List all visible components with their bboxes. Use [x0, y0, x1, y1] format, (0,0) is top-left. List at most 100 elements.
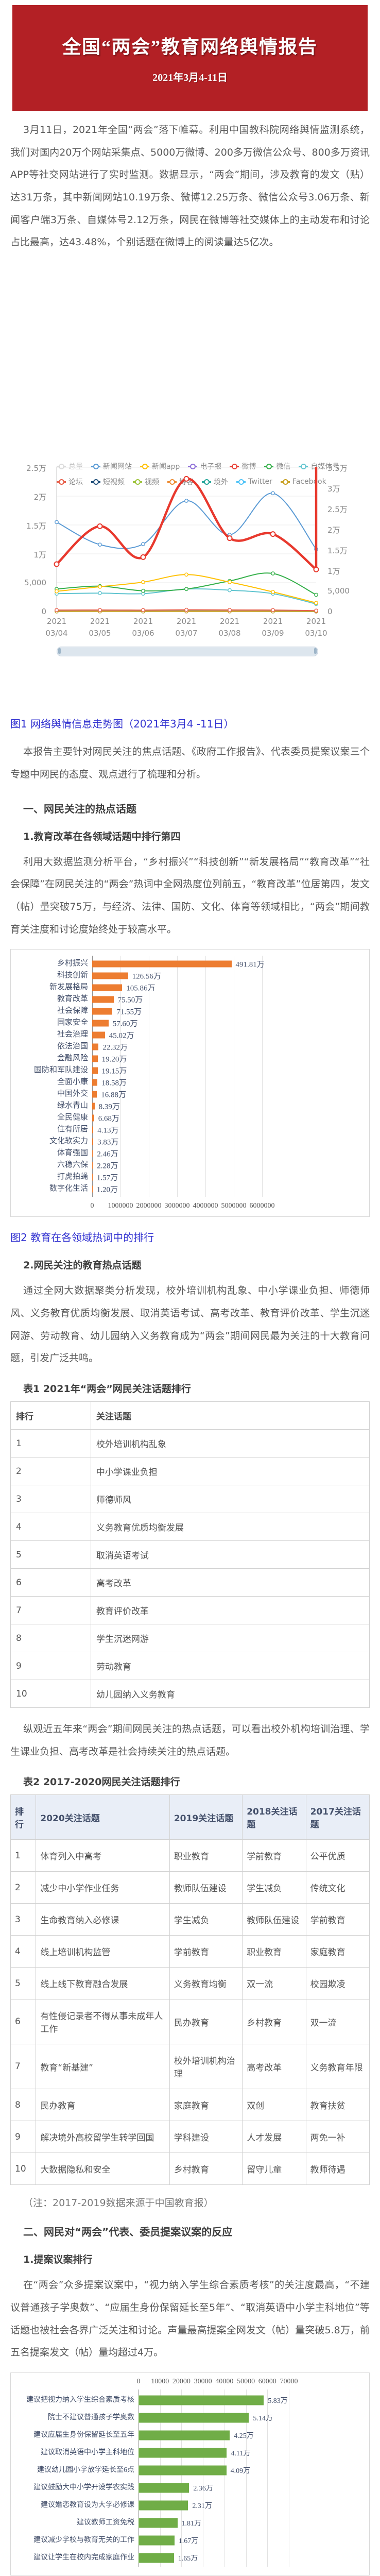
legend-item-新闻网站[interactable]: 新闻网站: [91, 461, 132, 471]
gridline: [224, 2389, 225, 2567]
x-axis-date-label: 2021 03/08: [218, 617, 241, 638]
bar-row: 全面小康 18.58万: [17, 1076, 363, 1088]
legend-item-境外[interactable]: 境外: [202, 477, 228, 487]
bar-category-label: 全面小康: [57, 1078, 88, 1087]
axis-tick-label: 3000000: [164, 1202, 190, 1210]
legend-marker-icon: [299, 464, 308, 470]
table-cell: 乡村教育: [169, 2153, 243, 2185]
bar: [139, 2535, 175, 2546]
data-point: [314, 608, 318, 613]
legend-marker-icon: [202, 479, 211, 485]
slider-handle-left[interactable]: [58, 648, 61, 654]
bar-category-label: 住有所居: [57, 1125, 88, 1134]
bar-track: 16.88万: [92, 1088, 363, 1100]
gridline: [181, 2389, 182, 2567]
bar-row: 国家安全 57.60万: [17, 1017, 363, 1029]
bar-track: 57.60万: [92, 1017, 363, 1029]
bar-track: 2.46万: [92, 1147, 363, 1159]
bar: [139, 2500, 188, 2511]
bar-category-label: 社会治理: [57, 1030, 88, 1039]
bar-category-label: 乡村振兴: [57, 959, 88, 968]
bar-row: 建议减少学校与教育无关的工作 1.67万: [17, 2532, 363, 2549]
bar: [92, 1174, 93, 1181]
legend-item-自媒体号[interactable]: 自媒体号: [299, 461, 339, 471]
legend-label: 电子报: [200, 463, 222, 471]
bar-row: 建议幼儿园小学放学延长至6点 4.09万: [17, 2462, 363, 2479]
bar-value-label: 5.14万: [253, 2415, 273, 2423]
legend-item-微博[interactable]: 微博: [230, 461, 256, 471]
axis-tick-label: 70000: [280, 2378, 298, 2386]
table-cell: 7: [10, 1596, 91, 1624]
x-zoom-slider[interactable]: [57, 647, 318, 657]
bar-value-label: 3.83万: [97, 1138, 119, 1147]
legend-item-视频[interactable]: 视频: [133, 477, 159, 487]
x-axis-date-label: 2021 03/04: [45, 617, 68, 638]
bar-category-label: 建议婚恋教育设为大学必修课: [41, 2501, 134, 2510]
bar: [92, 1020, 109, 1027]
bar-category-label: 依法治国: [57, 1042, 88, 1051]
legend-label: 短视频: [103, 478, 125, 487]
bar-track: 1.57万: [92, 1171, 363, 1183]
slider-handle-right[interactable]: [314, 648, 317, 654]
axis-tick-label: 0: [90, 1202, 94, 1210]
bar: [139, 2430, 230, 2441]
legend-item-新闻app[interactable]: 新闻app: [140, 461, 180, 471]
table-cell: 教育“新基建”: [36, 2044, 170, 2090]
table-row: 8 民办教育 家庭教育 双创 教育扶贫: [10, 2089, 370, 2122]
bar: [92, 1031, 105, 1039]
bar-track: 1.20万: [92, 1183, 363, 1195]
series-line-自媒体号: [56, 588, 317, 605]
bar-value-label: 1.65万: [178, 2555, 198, 2563]
bar: [92, 984, 123, 991]
table-cell: 高考改革: [242, 2044, 306, 2090]
bar-row: 院士不建议普通孩子学奥数 5.14万: [17, 2409, 363, 2427]
bar-row: 社会治理 45.02万: [17, 1029, 363, 1041]
bar-category-label: 建议鼓励大中小学开设学农实践: [33, 2484, 134, 2492]
bar-row: 金融风险 19.20万: [17, 1053, 363, 1064]
table-cell: 教育扶贫: [305, 2089, 370, 2122]
legend-item-论坛[interactable]: 论坛: [57, 477, 83, 487]
legend-marker-icon: [57, 464, 66, 470]
gridline: [160, 2389, 161, 2567]
bar-track: 491.81万: [92, 958, 363, 970]
table-header-cell: 2020关注话题: [36, 1794, 170, 1840]
table-header-cell: 2019关注话题: [169, 1794, 243, 1840]
table-row: 10 大数据隐私和安全 乡村教育 留守儿童 教师待遇: [10, 2153, 370, 2185]
bar-track: 45.02万: [92, 1029, 363, 1041]
bar-category-label: 国防和军队建设: [33, 1066, 88, 1075]
bar-category-label: 科技创新: [57, 971, 88, 980]
table1-caption: 表1 2021年“两会”网民关注话题排行: [23, 1383, 191, 1395]
data-point: [184, 587, 188, 591]
legend-item-短视频[interactable]: 短视频: [91, 477, 125, 487]
table-cell: 公平优质: [305, 1839, 370, 1872]
table-header-cell: 排行: [10, 1794, 37, 1840]
legend-item-电子报[interactable]: 电子报: [188, 461, 221, 471]
legend-item-微信[interactable]: 微信: [264, 461, 290, 471]
gridline: [246, 2389, 247, 2567]
table-header-cell: 2018关注话题: [242, 1794, 306, 1840]
table-header-cell: 排行: [10, 1401, 91, 1430]
table-row: 7 教育“新基建” 校外培训机构治理 高考改革 义务教育年限: [10, 2044, 370, 2090]
table-cell: 师德师风: [90, 1485, 370, 1513]
table-cell: 人才发展: [242, 2121, 306, 2154]
legend-item-Twitter[interactable]: Twitter: [236, 478, 272, 486]
bar-category-label: 打虎拍蝇: [57, 1173, 88, 1181]
table-cell: 家庭教育: [169, 2089, 243, 2122]
table-cell: 双一流: [305, 1999, 370, 2045]
legend-item-总量[interactable]: 总量: [57, 461, 83, 471]
axis-tick-label: 2000000: [136, 1202, 162, 1210]
y-axis-right-tick: 3.5万: [327, 464, 348, 473]
table-cell: 职业教育: [242, 1935, 306, 1968]
table-row: 7 教育评价改革: [10, 1596, 370, 1624]
legend-item-Facebook[interactable]: Facebook: [280, 478, 326, 486]
table-cell: 大数据隐私和安全: [36, 2153, 170, 2185]
table-cell: 学生减负: [242, 1871, 306, 1904]
table-cell: 生命教育纳入必修课: [36, 1903, 170, 1936]
bar-track: 4.13万: [92, 1124, 363, 1136]
table-cell: 线上培训机构监管: [36, 1935, 170, 1968]
bar-value-label: 1.81万: [181, 2520, 202, 2528]
legend-marker-icon: [133, 479, 142, 485]
y-axis-left-tick: 5,000: [24, 578, 46, 588]
table-cell: 6: [10, 1568, 91, 1597]
data-point: [97, 523, 103, 530]
